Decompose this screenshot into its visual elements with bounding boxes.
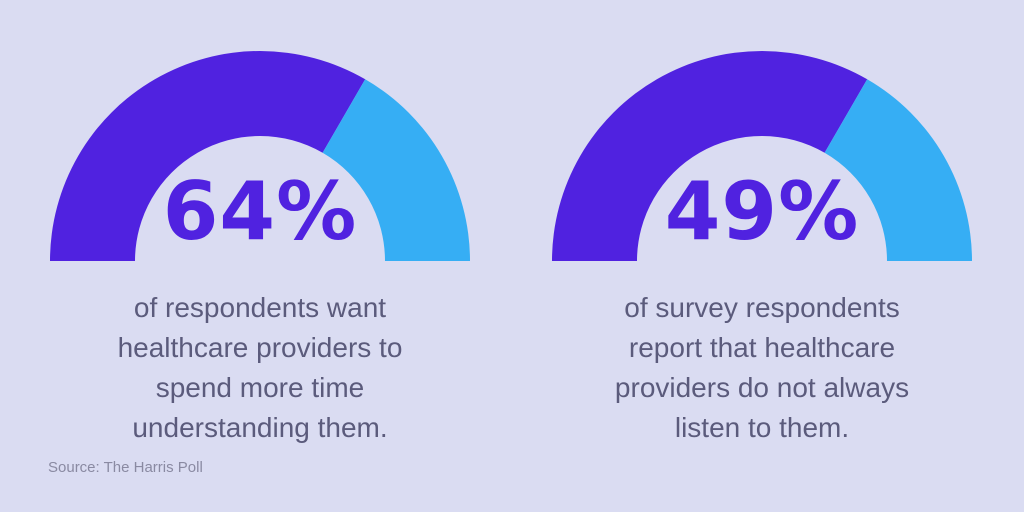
gauge-2 [552, 51, 972, 261]
gauge-1-description: of respondents want healthcare providers… [60, 288, 460, 448]
gauge-2-description-text: of survey respondents report that health… [614, 292, 910, 443]
gauge-2-description: of survey respondents report that health… [562, 288, 962, 448]
gauge-remaining-arc [824, 79, 972, 261]
gauge-remaining-arc [322, 79, 470, 261]
gauge-1-value: 64% [162, 165, 358, 258]
gauge-2-value: 49% [664, 165, 860, 258]
gauge-filled-arc [50, 51, 366, 261]
source-note: Source: The Harris Poll [48, 459, 203, 476]
gauge-filled-arc [552, 51, 868, 261]
gauge-1-description-text: of respondents want healthcare providers… [117, 292, 403, 443]
gauge-1 [50, 51, 470, 261]
